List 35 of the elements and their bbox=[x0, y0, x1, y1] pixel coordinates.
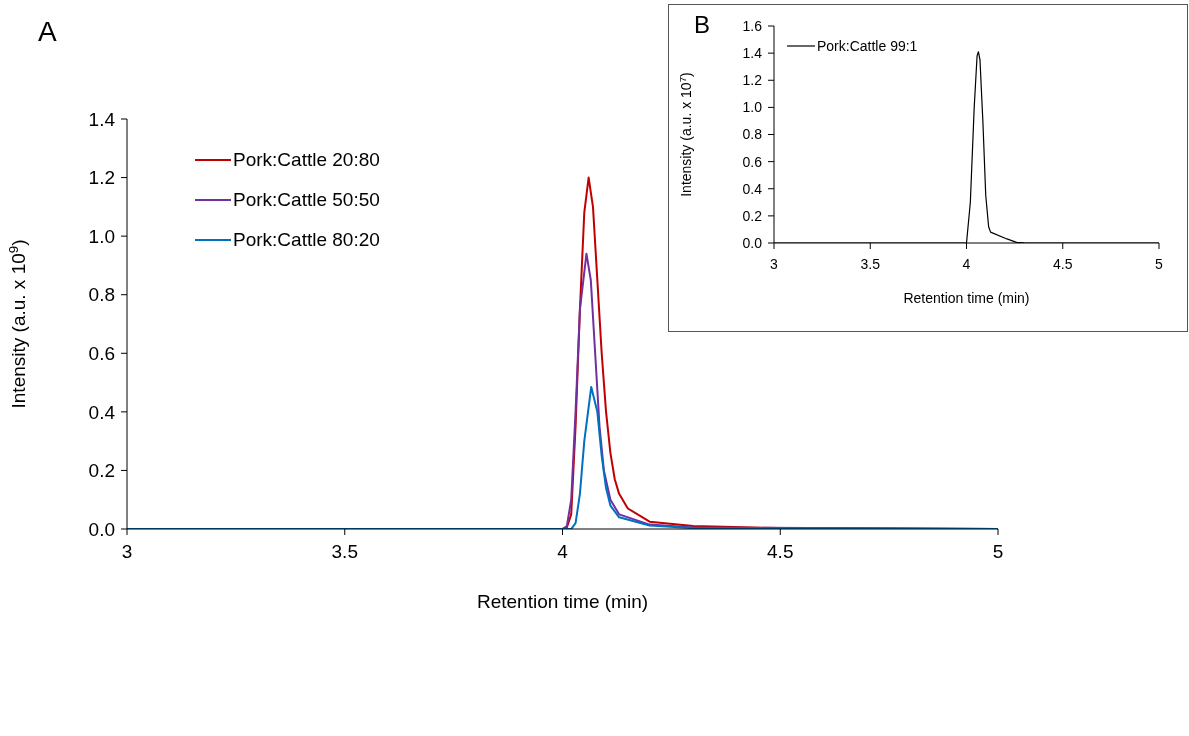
text: A bbox=[38, 16, 57, 48]
legend-label: Pork:Cattle 80:20 bbox=[233, 229, 380, 251]
y-tick-label: 0.8 bbox=[742, 126, 763, 143]
legend-label: Pork:Cattle 99:1 bbox=[817, 38, 918, 54]
y-tick-label: 0.0 bbox=[742, 234, 763, 251]
x-tick-label: 4 bbox=[962, 255, 971, 272]
y-tick-label: 1.4 bbox=[88, 108, 116, 130]
y-tick-label: 0.4 bbox=[88, 401, 116, 423]
text: B bbox=[694, 11, 711, 39]
y-tick-label: 1.0 bbox=[88, 225, 115, 247]
y-tick-label: 1.2 bbox=[88, 167, 115, 189]
x-tick-label: 3.5 bbox=[331, 541, 358, 563]
x-tick-label: 5 bbox=[1155, 255, 1164, 272]
x-tick-label: 4 bbox=[557, 541, 569, 563]
x-tick-label: 3 bbox=[770, 255, 779, 272]
x-axis-title: Retention time (min) bbox=[903, 290, 1030, 306]
y-tick-label: 1.6 bbox=[742, 17, 763, 34]
x-tick-label: 3 bbox=[121, 541, 133, 563]
legend-label: Pork:Cattle 20:80 bbox=[233, 149, 380, 171]
y-tick-label: 0.4 bbox=[742, 180, 763, 197]
y-tick-label: 0.8 bbox=[88, 284, 115, 306]
y-tick-label: 1.0 bbox=[742, 99, 763, 116]
y-tick-label: 0.6 bbox=[88, 343, 115, 365]
x-tick-label: 4.5 bbox=[1053, 255, 1073, 272]
x-axis-title: Retention time (min) bbox=[476, 591, 649, 612]
y-tick-label: 0.6 bbox=[742, 153, 763, 170]
x-tick-label: 4.5 bbox=[767, 541, 794, 563]
y-tick-label: 0.2 bbox=[742, 207, 763, 224]
x-tick-label: 5 bbox=[992, 541, 1004, 563]
y-tick-label: 0.0 bbox=[88, 518, 115, 540]
y-tick-label: 0.2 bbox=[88, 460, 115, 482]
legend-label: Pork:Cattle 50:50 bbox=[233, 189, 380, 211]
y-tick-label: 1.4 bbox=[742, 45, 763, 62]
x-tick-label: 3.5 bbox=[860, 255, 881, 272]
y-tick-label: 1.2 bbox=[742, 72, 763, 89]
